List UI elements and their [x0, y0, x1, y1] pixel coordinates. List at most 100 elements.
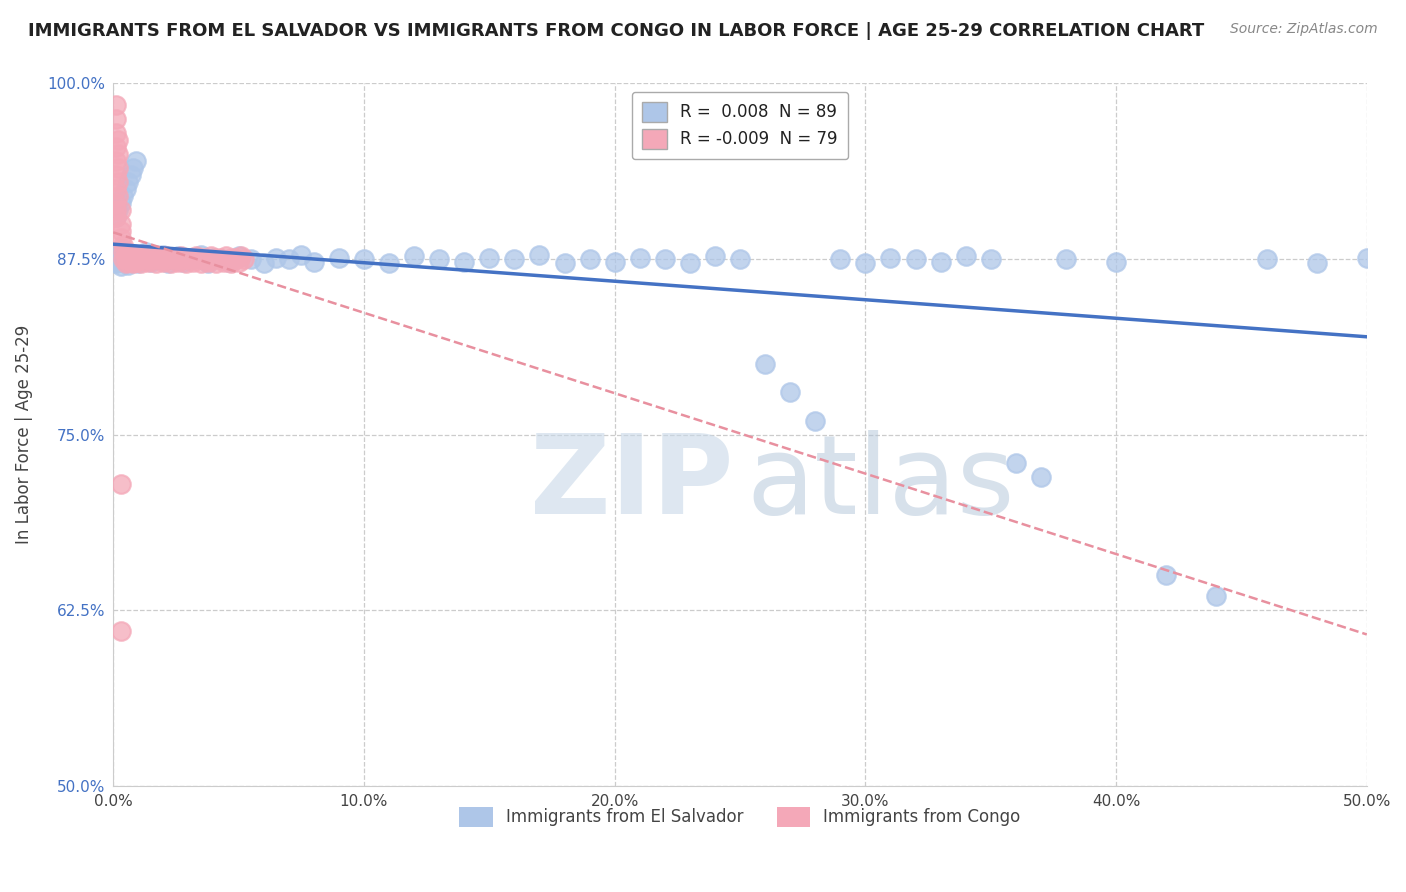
Point — [110, 476, 132, 491]
Point — [112, 249, 135, 263]
Point — [107, 161, 129, 175]
Point — [120, 252, 142, 266]
Point — [503, 252, 526, 266]
Point — [728, 252, 751, 266]
Point — [157, 252, 180, 266]
Point — [139, 249, 162, 263]
Point — [104, 202, 127, 217]
Point — [114, 253, 136, 268]
Point — [328, 251, 350, 265]
Point — [112, 238, 135, 252]
Point — [240, 252, 263, 266]
Point — [110, 252, 132, 266]
Point — [129, 249, 152, 263]
Point — [122, 255, 145, 269]
Point — [107, 245, 129, 260]
Point — [125, 255, 148, 269]
Point — [104, 182, 127, 196]
Point — [830, 252, 852, 266]
Point — [302, 255, 325, 269]
Point — [127, 256, 149, 270]
Point — [1205, 589, 1227, 603]
Point — [148, 251, 170, 265]
Point — [145, 251, 167, 265]
Point — [219, 256, 242, 270]
Point — [162, 251, 184, 265]
Text: Source: ZipAtlas.com: Source: ZipAtlas.com — [1230, 22, 1378, 37]
Y-axis label: In Labor Force | Age 25-29: In Labor Force | Age 25-29 — [15, 325, 32, 544]
Point — [135, 245, 157, 260]
Point — [110, 224, 132, 238]
Point — [104, 210, 127, 224]
Point — [172, 252, 194, 266]
Point — [110, 624, 132, 639]
Point — [212, 255, 235, 269]
Point — [107, 146, 129, 161]
Point — [209, 252, 232, 266]
Point — [120, 252, 142, 266]
Point — [200, 249, 222, 263]
Point — [180, 252, 202, 266]
Point — [145, 256, 167, 270]
Point — [929, 255, 952, 269]
Point — [183, 252, 205, 266]
Point — [228, 255, 250, 269]
Point — [529, 248, 551, 262]
Text: ZIP: ZIP — [530, 430, 734, 537]
Point — [104, 126, 127, 140]
Point — [104, 168, 127, 182]
Point — [222, 251, 245, 265]
Point — [378, 256, 401, 270]
Point — [107, 189, 129, 203]
Point — [754, 357, 776, 371]
Point — [114, 256, 136, 270]
Point — [174, 256, 197, 270]
Point — [1004, 456, 1026, 470]
Point — [152, 248, 174, 262]
Point — [167, 255, 190, 269]
Legend: Immigrants from El Salvador, Immigrants from Congo: Immigrants from El Salvador, Immigrants … — [453, 800, 1028, 834]
Point — [628, 251, 651, 265]
Point — [404, 249, 426, 263]
Point — [177, 251, 200, 265]
Point — [107, 251, 129, 265]
Point — [122, 161, 145, 175]
Point — [218, 255, 240, 269]
Point — [1029, 469, 1052, 483]
Text: IMMIGRANTS FROM EL SALVADOR VS IMMIGRANTS FROM CONGO IN LABOR FORCE | AGE 25-29 : IMMIGRANTS FROM EL SALVADOR VS IMMIGRANT… — [28, 22, 1205, 40]
Point — [148, 252, 170, 266]
Point — [172, 255, 194, 269]
Point — [554, 256, 576, 270]
Point — [177, 251, 200, 265]
Text: atlas: atlas — [747, 430, 1015, 537]
Point — [125, 153, 148, 168]
Point — [104, 112, 127, 126]
Point — [187, 252, 209, 266]
Point — [218, 252, 240, 266]
Point — [117, 251, 139, 265]
Point — [215, 249, 238, 263]
Point — [110, 259, 132, 273]
Point — [427, 252, 450, 266]
Point — [209, 252, 232, 266]
Point — [132, 252, 155, 266]
Point — [129, 256, 152, 270]
Point — [1355, 251, 1378, 265]
Point — [167, 249, 190, 263]
Point — [107, 255, 129, 269]
Point — [879, 251, 901, 265]
Point — [110, 231, 132, 245]
Point — [104, 210, 127, 224]
Point — [157, 256, 180, 270]
Point — [679, 256, 702, 270]
Point — [104, 97, 127, 112]
Point — [110, 195, 132, 210]
Point — [127, 252, 149, 266]
Point — [120, 168, 142, 182]
Point — [207, 251, 229, 265]
Point — [197, 256, 219, 270]
Point — [253, 256, 276, 270]
Point — [228, 249, 250, 263]
Point — [160, 256, 183, 270]
Point — [202, 252, 225, 266]
